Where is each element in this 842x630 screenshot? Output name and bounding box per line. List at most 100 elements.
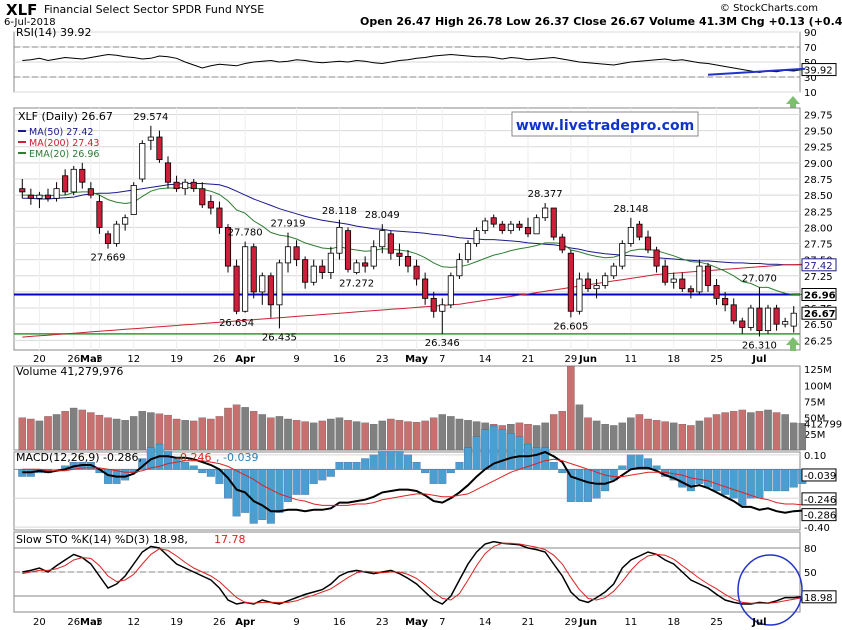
x-axis-date-label: 23 [376, 617, 389, 628]
price-tick-label: 28.75 [804, 175, 833, 186]
candle-body [473, 230, 480, 244]
macd-signal-last: -0.246 [804, 495, 836, 506]
macd-histogram-bar [626, 454, 635, 470]
macd-histogram-bar [678, 469, 687, 488]
x-axis-date-label: 19 [170, 617, 183, 628]
volume-bar [241, 407, 249, 451]
volume-bar [532, 425, 541, 451]
x-axis-date-label: 5 [96, 617, 102, 628]
stoch-title: Slow STO %K(14) %D(3) 18.98, [16, 533, 188, 546]
price-annotation: 28.148 [613, 204, 648, 215]
x-axis-date-label: 16 [333, 617, 346, 628]
x-axis-date-label: 9 [293, 354, 299, 365]
price-title: XLF (Daily) 26.67 [18, 110, 113, 123]
candle-body [430, 297, 437, 312]
volume-bar [592, 420, 601, 451]
candle-body [439, 304, 446, 312]
candle-body [122, 217, 129, 225]
volume-bar [284, 418, 292, 451]
macd-histogram-bar [695, 469, 704, 484]
stoch-k-line [22, 540, 803, 605]
macd-histogram-bar [335, 462, 344, 470]
candle-body [173, 181, 180, 190]
price-annotation: 26.310 [742, 340, 777, 351]
candle-body [87, 188, 94, 196]
rsi-tick-label: 90 [804, 28, 817, 39]
macd-histogram-bar [575, 469, 584, 502]
candle-body [284, 246, 292, 264]
candle-body [404, 256, 412, 267]
candle-body [593, 285, 600, 290]
macd-histogram-bar [266, 469, 275, 524]
volume-bar [455, 418, 464, 451]
x-axis-date-label: 26 [213, 354, 226, 365]
macd-signal-value: -0.246 [176, 451, 211, 464]
x-axis-date-label: 29 [564, 354, 577, 365]
candle-body [362, 262, 369, 267]
x-axis-date-label: 11 [624, 354, 637, 365]
close-last-value: 26.67 [804, 309, 836, 320]
candle-body [704, 265, 712, 286]
volume-bar [112, 418, 121, 451]
candle-body [293, 246, 300, 261]
volume-bar [87, 412, 95, 451]
volume-bar [669, 422, 678, 451]
macd-histogram-bar [549, 462, 558, 470]
macd-histogram-bar [644, 458, 652, 470]
volume-bar [464, 420, 472, 451]
x-axis-date-label: Apr [235, 617, 255, 628]
macd-histogram-bar [249, 469, 258, 524]
candle-body [764, 307, 772, 332]
volume-bar [44, 416, 52, 451]
volume-bar [558, 411, 567, 451]
macd-histogram-bar [446, 469, 455, 474]
volume-bar [361, 422, 369, 451]
volume-bar [164, 414, 172, 451]
candle-body [559, 236, 566, 251]
stoch-d-line [22, 542, 803, 604]
x-axis-date-label: Apr [235, 354, 255, 365]
volume-bar [95, 414, 104, 451]
candle-body [542, 207, 549, 219]
price-annotation: 26.605 [553, 321, 588, 332]
candle-body [104, 233, 112, 244]
macd-histogram-bar [584, 469, 592, 502]
candle-body [644, 236, 652, 251]
candle-body [696, 265, 703, 293]
price-annotation: 27.669 [91, 253, 126, 264]
volume-bar [772, 412, 781, 451]
candle-body [687, 288, 694, 293]
candle-body [302, 259, 309, 283]
x-axis-date-label: 21 [522, 354, 535, 365]
candle-body [224, 226, 232, 267]
macd-histogram-bar [566, 469, 575, 502]
candle-body [576, 278, 583, 312]
candle-body [516, 223, 523, 228]
volume-bar [395, 420, 404, 451]
x-axis-date-label: 14 [479, 354, 492, 365]
price-annotation: 28.377 [528, 189, 563, 200]
candle-body [344, 230, 352, 270]
macd-histogram-bar [258, 469, 267, 520]
candle-body [662, 265, 669, 283]
x-axis-date-label: 12 [127, 617, 140, 628]
highlight-circle [737, 554, 803, 626]
rsi-title: RSI(14) 39.92 [16, 26, 91, 39]
ticker-symbol: XLF [6, 1, 38, 19]
volume-bar [335, 417, 344, 451]
volume-bar [781, 414, 789, 451]
stoch-d-value: 17.78 [214, 533, 246, 546]
volume-bar [635, 414, 644, 451]
ma50-last-value-box [801, 258, 837, 272]
volume-bar [412, 422, 421, 451]
macd-histogram-bar [386, 451, 395, 470]
macd-hist-last-box [801, 468, 837, 482]
volume-bar [798, 423, 807, 451]
price-annotation: 26.654 [219, 318, 254, 329]
macd-histogram-bar [558, 469, 567, 474]
macd-histogram-bar [755, 469, 764, 499]
volume-bar [369, 424, 378, 451]
x-axis-date-label: 16 [333, 354, 346, 365]
macd-histogram-bar [764, 469, 772, 492]
x-axis-date-label: 25 [710, 617, 723, 628]
